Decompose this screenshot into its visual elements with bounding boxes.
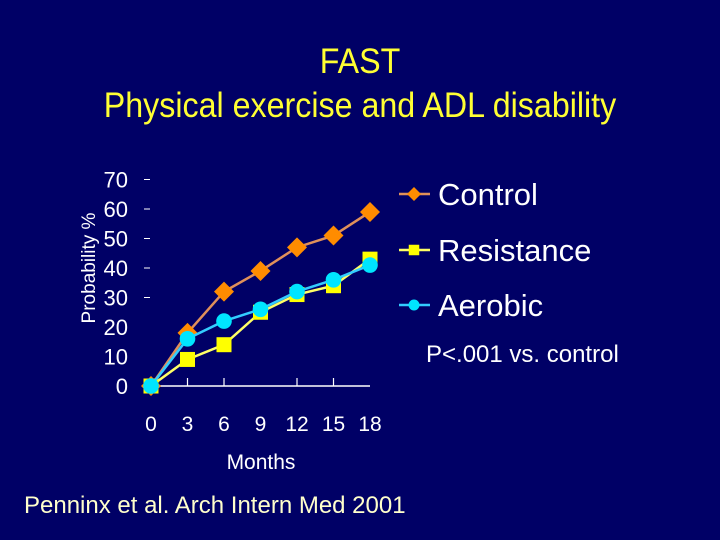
- x-axis-label: Months: [227, 451, 296, 474]
- y-axis-label: Probability %: [79, 212, 100, 323]
- x-tick-label: 18: [358, 413, 381, 436]
- x-tick-label: 12: [285, 413, 308, 436]
- x-tick-label: 6: [218, 413, 230, 436]
- y-axis-ticks: 70 60 50 40 30 20 10 0: [104, 168, 150, 399]
- x-axis-ticks: 0 3 6 9 12 15 18: [145, 413, 382, 436]
- y-tick-label: 70: [104, 168, 128, 193]
- citation: Penninx et al. Arch Intern Med 2001: [24, 492, 406, 519]
- y-tick-label: 60: [104, 197, 128, 222]
- legend-item-aerobic: Aerobic: [399, 288, 543, 323]
- legend-label: Aerobic: [438, 288, 543, 323]
- x-axis: [151, 378, 370, 387]
- y-tick-label: 20: [104, 315, 128, 340]
- legend-label: Resistance: [438, 233, 591, 268]
- slide-title: FAST: [319, 42, 401, 81]
- legend-label: Control: [438, 177, 538, 212]
- y-tick-label: 50: [104, 227, 128, 252]
- legend: Control Resistance Aerobic: [399, 177, 591, 323]
- significance-note: P<.001 vs. control: [426, 341, 619, 368]
- x-tick-label: 15: [322, 413, 345, 436]
- series-aerobic: [143, 257, 378, 394]
- plot-series: [141, 201, 380, 396]
- legend-item-resistance: Resistance: [399, 233, 591, 268]
- legend-item-control: Control: [399, 177, 538, 212]
- y-tick-label: 40: [104, 256, 128, 281]
- y-tick-label: 30: [104, 286, 128, 311]
- slide-subtitle: Physical exercise and ADL disability: [103, 86, 617, 125]
- x-tick-label: 0: [145, 413, 157, 436]
- x-tick-label: 9: [255, 413, 267, 436]
- x-tick-label: 3: [182, 413, 194, 436]
- y-tick-label: 10: [104, 345, 128, 370]
- y-tick-label: 0: [116, 374, 128, 399]
